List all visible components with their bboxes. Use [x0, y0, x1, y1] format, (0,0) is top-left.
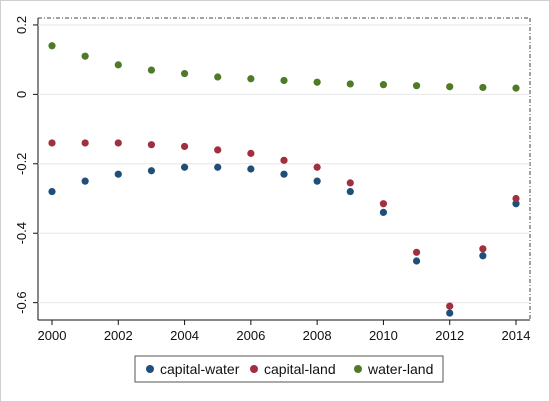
point-capital-land	[180, 142, 189, 151]
x-tick-label: 2010	[369, 328, 398, 343]
point-water-land	[280, 76, 288, 85]
point-water-land	[446, 83, 454, 91]
point-capital-land	[313, 163, 321, 171]
point-capital-water	[48, 187, 56, 196]
point-capital-water	[446, 309, 454, 317]
x-tick-label: 2014	[502, 328, 531, 343]
legend-label-water-land: water-land	[367, 361, 433, 377]
point-capital-water	[147, 167, 156, 175]
point-capital-land	[247, 149, 255, 157]
point-water-land	[214, 73, 222, 81]
legend-label-capital-land: capital-land	[264, 361, 336, 377]
point-water-land	[313, 78, 321, 86]
point-water-land	[180, 69, 189, 78]
point-capital-land	[114, 139, 122, 147]
point-capital-water	[280, 170, 288, 178]
legend-label-capital-water: capital-water	[160, 361, 240, 377]
point-water-land	[247, 75, 255, 83]
x-tick-label: 2006	[236, 328, 265, 343]
point-capital-water	[512, 200, 520, 208]
x-tick-label: 2012	[435, 328, 464, 343]
x-tick-label: 2004	[170, 328, 199, 343]
point-water-land	[512, 84, 520, 92]
point-capital-land	[379, 200, 388, 208]
point-capital-land	[48, 139, 56, 147]
data-points	[48, 42, 520, 317]
legend-marker-capital-land	[250, 365, 258, 373]
point-capital-land	[412, 248, 421, 256]
y-tick-label: -0.4	[14, 222, 29, 244]
point-capital-land	[81, 139, 89, 147]
legend-box	[134, 355, 444, 383]
point-water-land	[479, 83, 487, 92]
point-capital-land	[280, 156, 288, 164]
point-water-land	[81, 52, 89, 60]
point-water-land	[114, 61, 122, 69]
legend-marker-water-land	[354, 365, 362, 373]
point-water-land	[147, 66, 156, 74]
y-axis-ticks: 0.2 0 -0.2 -0.4 -0.6	[14, 16, 38, 314]
point-capital-water	[114, 170, 122, 178]
y-tick-label: 0.2	[14, 16, 29, 34]
point-capital-land	[346, 179, 354, 187]
point-capital-water	[214, 163, 222, 171]
point-capital-water	[379, 208, 388, 216]
legend-marker-capital-water	[146, 365, 154, 373]
y-tick-label: -0.2	[14, 153, 29, 175]
y-tick-label: -0.6	[14, 291, 29, 313]
point-capital-land	[214, 146, 222, 154]
point-capital-water	[180, 163, 189, 171]
x-axis-ticks: 2000 2002 2004 2006 2008 2010 2012 2014	[38, 320, 531, 343]
x-tick-label: 2000	[38, 328, 67, 343]
point-capital-water	[412, 257, 421, 265]
x-tick-label: 2008	[303, 328, 332, 343]
point-capital-land	[479, 245, 487, 253]
point-capital-water	[247, 165, 255, 173]
point-capital-water	[81, 177, 89, 185]
point-water-land	[379, 81, 388, 89]
point-capital-water	[479, 252, 487, 260]
plot-area	[38, 18, 530, 320]
legend: capital-water capital-land water-land	[134, 355, 444, 383]
point-capital-water	[313, 177, 321, 185]
point-capital-water	[346, 187, 354, 196]
grid-lines	[38, 24, 530, 304]
point-capital-land	[512, 194, 520, 203]
point-capital-land	[446, 302, 454, 310]
point-capital-land	[147, 141, 156, 149]
x-tick-label: 2002	[104, 328, 133, 343]
point-water-land	[48, 42, 56, 50]
point-water-land	[346, 80, 354, 88]
point-water-land	[412, 82, 421, 90]
y-tick-label: 0	[14, 91, 29, 98]
